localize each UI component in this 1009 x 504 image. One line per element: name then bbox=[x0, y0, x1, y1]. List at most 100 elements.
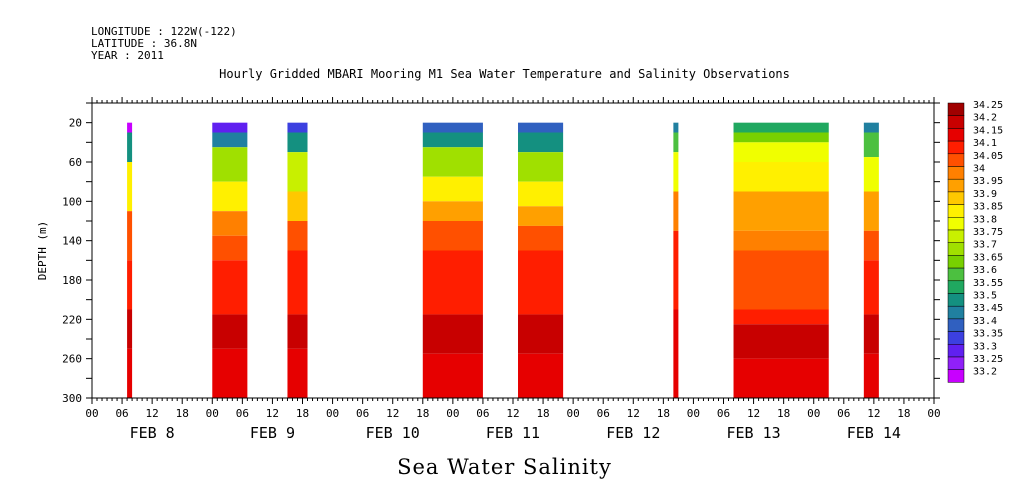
salinity-band bbox=[422, 176, 483, 202]
colorbar-swatch bbox=[947, 356, 965, 370]
x-tick-label: 12 bbox=[506, 407, 519, 420]
x-tick-label: 00 bbox=[807, 407, 820, 420]
salinity-band bbox=[212, 132, 248, 148]
x-tick-label: 12 bbox=[627, 407, 640, 420]
salinity-band bbox=[287, 348, 308, 398]
salinity-band bbox=[863, 191, 879, 231]
colorbar-label: 33.65 bbox=[973, 252, 1003, 263]
salinity-band bbox=[733, 324, 829, 359]
salinity-band bbox=[863, 260, 879, 315]
colorbar-swatch bbox=[947, 102, 965, 116]
colorbar-label: 33.85 bbox=[973, 202, 1003, 213]
salinity-band bbox=[518, 152, 564, 182]
salinity-band bbox=[673, 122, 679, 133]
y-tick-label: 140 bbox=[62, 235, 82, 248]
salinity-band bbox=[422, 250, 483, 315]
chart-title: Hourly Gridded MBARI Mooring M1 Sea Wate… bbox=[219, 67, 790, 81]
salinity-band bbox=[733, 230, 829, 251]
colorbar-swatch bbox=[947, 140, 965, 155]
colorbar-label: 34.15 bbox=[973, 125, 1003, 136]
salinity-band bbox=[212, 211, 248, 236]
colorbar-swatch bbox=[947, 293, 965, 307]
colorbar-swatch bbox=[947, 305, 965, 320]
salinity-band bbox=[673, 230, 679, 310]
x-tick-label: 00 bbox=[446, 407, 459, 420]
salinity-band bbox=[733, 162, 829, 192]
salinity-band bbox=[673, 309, 679, 398]
x-day-label: FEB 9 bbox=[250, 424, 295, 442]
colorbar-swatch bbox=[947, 242, 965, 256]
salinity-band bbox=[518, 314, 564, 354]
latitude-label: LATITUDE : 36.8N bbox=[91, 37, 197, 50]
bottom-title: Sea Water Salinity bbox=[397, 455, 612, 479]
salinity-band bbox=[733, 122, 829, 133]
x-tick-label: 06 bbox=[837, 407, 850, 420]
colorbar-label: 34.1 bbox=[973, 138, 997, 149]
x-day-label: FEB 8 bbox=[130, 424, 175, 442]
colorbar-label: 34.25 bbox=[973, 100, 1003, 111]
salinity-band bbox=[287, 132, 308, 153]
colorbar-swatch bbox=[947, 204, 965, 218]
salinity-band bbox=[422, 353, 483, 398]
salinity-band bbox=[422, 201, 483, 221]
x-tick-label: 18 bbox=[416, 407, 429, 420]
x-tick-label: 18 bbox=[296, 407, 309, 420]
year-label: YEAR : 2011 bbox=[91, 49, 164, 62]
y-tick-label: 220 bbox=[62, 313, 82, 326]
colorbar-label: 33.8 bbox=[973, 214, 997, 225]
colorbar-label: 33.4 bbox=[973, 316, 997, 327]
colorbar-label: 34.2 bbox=[973, 113, 997, 124]
salinity-band bbox=[863, 132, 879, 158]
x-tick-label: 12 bbox=[266, 407, 279, 420]
y-tick-label: 20 bbox=[69, 117, 82, 130]
salinity-band bbox=[422, 122, 483, 133]
x-tick-label: 06 bbox=[597, 407, 610, 420]
x-tick-label: 06 bbox=[356, 407, 369, 420]
salinity-band bbox=[518, 206, 564, 226]
salinity-band bbox=[212, 181, 248, 212]
colorbar-label: 33.45 bbox=[973, 303, 1003, 314]
salinity-band bbox=[127, 348, 133, 398]
x-day-label: FEB 11 bbox=[486, 424, 540, 442]
salinity-band bbox=[127, 122, 133, 133]
y-tick-label: 180 bbox=[62, 274, 82, 287]
colorbar-label: 33.7 bbox=[973, 240, 997, 251]
salinity-band bbox=[673, 191, 679, 231]
colorbar-label: 34.05 bbox=[973, 151, 1003, 162]
salinity-band bbox=[212, 348, 248, 398]
colorbar-label: 33.6 bbox=[973, 265, 997, 276]
colorbar-label: 33.9 bbox=[973, 189, 997, 200]
x-tick-label: 06 bbox=[236, 407, 249, 420]
colorbar-label: 33.2 bbox=[973, 367, 997, 378]
salinity-band bbox=[518, 132, 564, 153]
salinity-band bbox=[518, 181, 564, 207]
x-tick-label: 18 bbox=[176, 407, 189, 420]
x-tick-label: 00 bbox=[326, 407, 339, 420]
colorbar-label: 33.3 bbox=[973, 341, 997, 352]
colorbar-swatch bbox=[947, 344, 965, 358]
salinity-band bbox=[733, 358, 829, 398]
colorbar-swatch bbox=[947, 267, 965, 282]
x-tick-label: 18 bbox=[536, 407, 549, 420]
salinity-band bbox=[287, 152, 308, 192]
x-day-label: FEB 10 bbox=[366, 424, 420, 442]
y-tick-label: 300 bbox=[62, 392, 82, 405]
x-tick-label: 18 bbox=[657, 407, 670, 420]
colorbar-swatch bbox=[947, 166, 965, 180]
x-tick-label: 06 bbox=[717, 407, 730, 420]
salinity-band bbox=[863, 157, 879, 192]
salinity-band bbox=[863, 230, 879, 261]
salinity-band bbox=[733, 191, 829, 231]
x-tick-label: 00 bbox=[687, 407, 700, 420]
colorbar-swatch bbox=[947, 331, 965, 345]
x-tick-label: 12 bbox=[867, 407, 880, 420]
salinity-band bbox=[287, 122, 308, 133]
salinity-band bbox=[127, 132, 133, 162]
salinity-band bbox=[422, 132, 483, 148]
colorbar-swatch bbox=[947, 178, 965, 193]
salinity-band bbox=[127, 309, 133, 349]
x-tick-label: 12 bbox=[386, 407, 399, 420]
x-day-label: FEB 13 bbox=[726, 424, 780, 442]
salinity-band bbox=[212, 235, 248, 261]
